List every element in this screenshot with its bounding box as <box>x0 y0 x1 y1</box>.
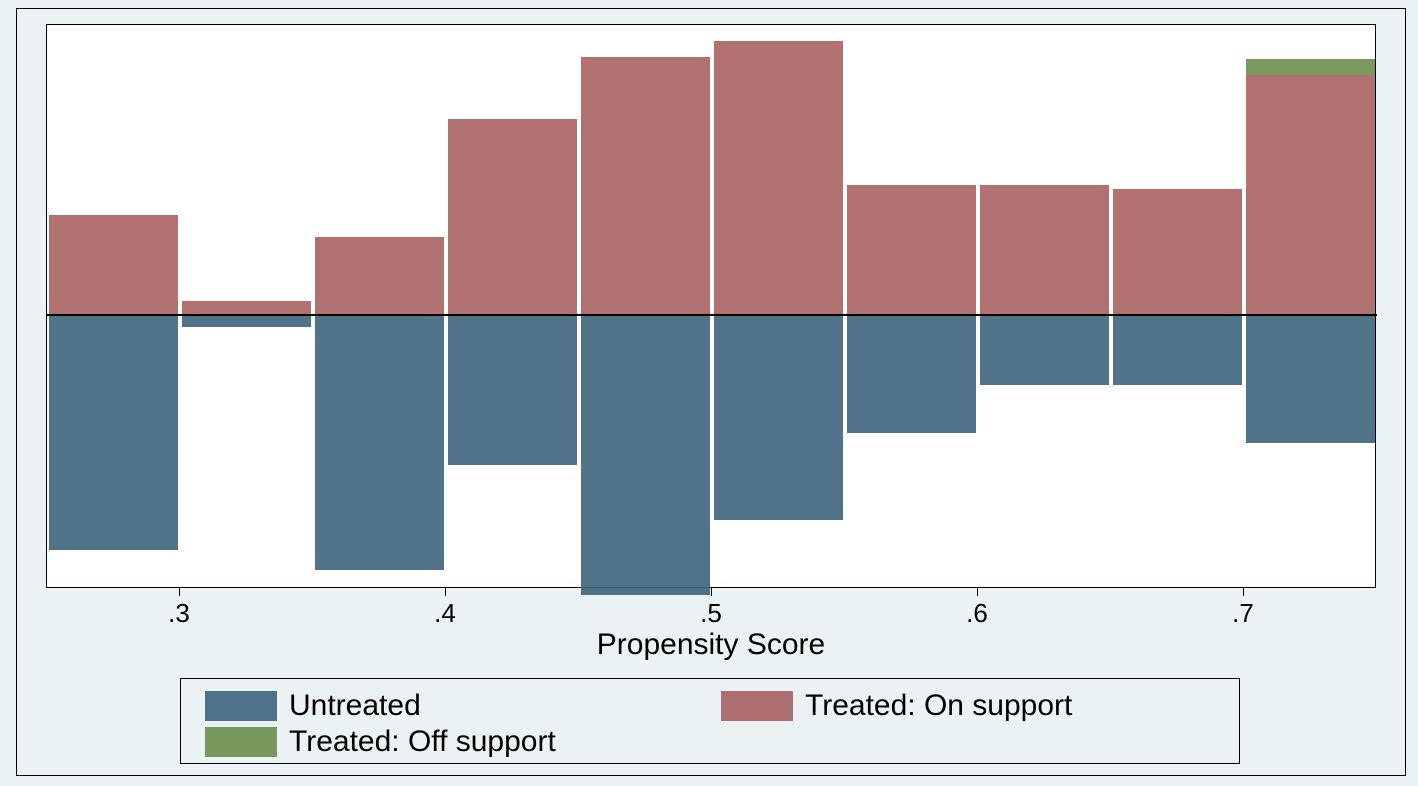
x-tick-label: .6 <box>966 598 988 629</box>
bar-treated-off <box>1246 59 1375 75</box>
bar-treated-on <box>581 57 710 315</box>
bar-treated-on <box>714 41 843 315</box>
plot-area <box>46 24 1376 588</box>
bar-untreated <box>315 315 444 570</box>
baseline <box>47 314 1377 316</box>
bar-untreated <box>448 315 577 465</box>
x-tick-label: .7 <box>1232 598 1254 629</box>
x-tick-label: .4 <box>434 598 456 629</box>
bar-treated-on <box>980 185 1109 315</box>
bar-treated-on <box>315 237 444 315</box>
bar-untreated <box>1113 315 1242 385</box>
legend-swatch <box>721 691 793 721</box>
legend-swatch <box>205 727 277 757</box>
bar-untreated <box>1246 315 1375 443</box>
bar-untreated <box>182 315 311 327</box>
legend-item-treated_on: Treated: On support <box>721 689 1072 723</box>
bar-treated-on <box>847 185 976 315</box>
bar-untreated <box>847 315 976 433</box>
x-tick <box>977 588 978 596</box>
bar-treated-on <box>49 215 178 315</box>
legend-item-untreated: Untreated <box>205 689 421 723</box>
bar-treated-on <box>448 119 577 315</box>
bar-treated-on <box>182 301 311 315</box>
bar-treated-on <box>1113 189 1242 315</box>
x-tick <box>445 588 446 596</box>
legend-label: Untreated <box>289 689 421 723</box>
bar-untreated <box>714 315 843 520</box>
bar-untreated <box>581 315 710 595</box>
legend-swatch <box>205 691 277 721</box>
legend-label: Treated: Off support <box>289 725 556 759</box>
bar-untreated <box>49 315 178 550</box>
bar-treated-on <box>1246 75 1375 315</box>
legend-label: Treated: On support <box>805 689 1072 723</box>
bar-untreated <box>980 315 1109 385</box>
x-tick <box>179 588 180 596</box>
legend: Untreated Treated: On support Treated: Off… <box>180 678 1240 764</box>
x-tick <box>1243 588 1244 596</box>
x-tick-label: .5 <box>700 598 722 629</box>
x-tick-label: .3 <box>168 598 190 629</box>
x-axis-title: Propensity Score <box>597 628 825 662</box>
x-tick <box>711 588 712 596</box>
legend-item-treated_off: Treated: Off support <box>205 725 556 759</box>
